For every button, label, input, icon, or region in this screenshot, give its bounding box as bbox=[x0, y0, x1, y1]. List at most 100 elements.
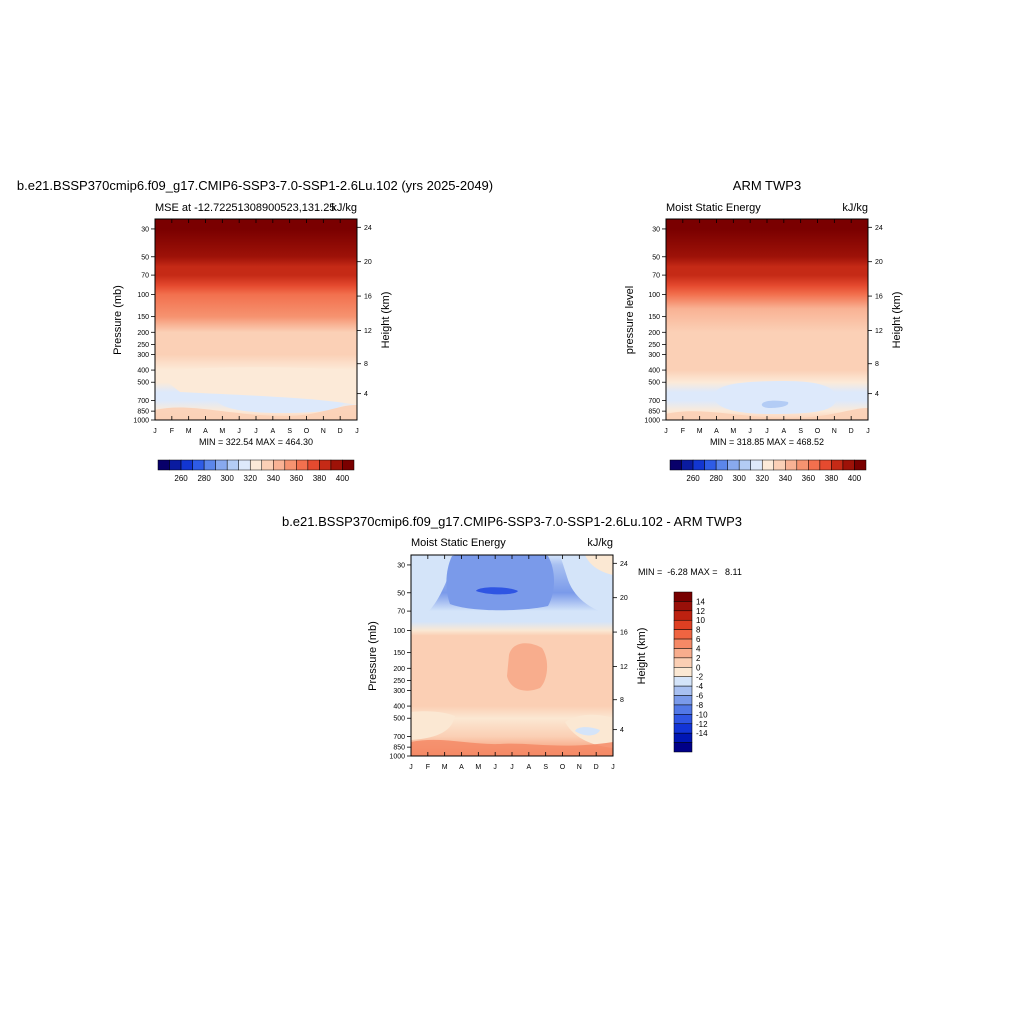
colorbar-swatch bbox=[673, 695, 693, 706]
colorbar-label: 380 bbox=[825, 474, 839, 483]
colorbar-swatch bbox=[796, 459, 809, 471]
pressure-tick-label: 700 bbox=[393, 734, 405, 741]
colorbar-swatch bbox=[673, 685, 693, 696]
pressure-tick-label: 70 bbox=[652, 273, 660, 280]
colorbar-label: 280 bbox=[197, 474, 211, 483]
colorbar-swatch bbox=[673, 732, 693, 743]
contour-blob-warm bbox=[507, 643, 548, 691]
month-tick-label: S bbox=[543, 764, 548, 771]
contour-core-min bbox=[761, 400, 789, 408]
y-axis-label: pressure level bbox=[624, 286, 636, 354]
colorbar-swatch bbox=[226, 459, 239, 471]
colorbar-label: 2 bbox=[696, 654, 701, 663]
month-tick-label: F bbox=[426, 764, 430, 771]
panel-title: ARM TWP3 bbox=[733, 178, 801, 193]
colorbar-swatch bbox=[319, 459, 332, 471]
month-tick-label: J bbox=[664, 428, 668, 435]
pressure-axis: 30 50 70 100 150 200 250 300 400 500 700 850 1000 bbox=[133, 226, 155, 425]
colorbar-swatch bbox=[673, 667, 693, 677]
contour-lower-band bbox=[411, 739, 613, 756]
contour-upper-light-left bbox=[411, 555, 455, 614]
y-axis-right-label: Height (km) bbox=[636, 628, 648, 685]
panel-subtitle-left: Moist Static Energy bbox=[666, 202, 761, 214]
colorbar-swatch bbox=[673, 619, 693, 630]
colorbar-swatch bbox=[785, 459, 798, 471]
min-max-label: MIN = -6.28 MAX = 8.11 bbox=[638, 567, 742, 577]
colorbar-swatch bbox=[727, 459, 740, 471]
pressure-tick-label: 30 bbox=[141, 226, 149, 233]
month-tick-label: J bbox=[237, 428, 241, 435]
pressure-tick-label: 300 bbox=[137, 352, 149, 359]
colorbar-label: 340 bbox=[779, 474, 793, 483]
pressure-tick-label: 100 bbox=[393, 628, 405, 635]
month-tick-label: J bbox=[611, 764, 615, 771]
month-tick-label: D bbox=[338, 428, 343, 435]
month-tick-label: A bbox=[714, 428, 719, 435]
contour-blob-negative bbox=[575, 727, 600, 736]
colorbar-label: 8 bbox=[696, 626, 701, 635]
colorbar-label: 14 bbox=[696, 597, 705, 606]
colorbar-label: 400 bbox=[336, 474, 350, 483]
month-tick-label: D bbox=[849, 428, 854, 435]
pressure-tick-label: 150 bbox=[393, 650, 405, 657]
plot-frame bbox=[154, 218, 358, 421]
pressure-tick-label: 700 bbox=[648, 398, 660, 405]
month-tick-label: M bbox=[442, 764, 448, 771]
colorbar-label: -14 bbox=[696, 729, 708, 738]
pressure-tick-label: 300 bbox=[648, 352, 660, 359]
height-tick-label: 12 bbox=[620, 664, 628, 671]
height-tick-label: 20 bbox=[875, 259, 883, 266]
y-axis-label: Pressure (mb) bbox=[367, 621, 379, 691]
pressure-tick-label: 400 bbox=[648, 368, 660, 375]
pressure-tick-label: 50 bbox=[397, 590, 405, 597]
colorbar-horizontal: 260 280 300 320 340 360 380 400 bbox=[669, 459, 867, 483]
pressure-tick-label: 500 bbox=[648, 380, 660, 387]
colorbar-label: 280 bbox=[709, 474, 723, 483]
y-axis-right-label: Height (km) bbox=[891, 292, 903, 349]
height-tick-label: 12 bbox=[364, 328, 372, 335]
contour-tongue-upper bbox=[155, 367, 357, 405]
month-tick-label: J bbox=[153, 428, 157, 435]
colorbar-label: 360 bbox=[290, 474, 304, 483]
colorbar-swatch bbox=[761, 459, 775, 471]
contour-upper-warm-right bbox=[585, 555, 613, 575]
panel-units: kJ/kg bbox=[587, 537, 613, 549]
pressure-tick-label: 70 bbox=[141, 273, 149, 280]
colorbar-label: 260 bbox=[174, 474, 188, 483]
colorbar-label: -4 bbox=[696, 682, 704, 691]
colorbar-swatch bbox=[673, 610, 693, 621]
colorbar-swatch bbox=[157, 459, 170, 471]
colorbar-swatch bbox=[673, 714, 693, 725]
month-tick-label: A bbox=[203, 428, 208, 435]
plot-frame bbox=[410, 554, 614, 757]
month-tick-label: J bbox=[510, 764, 514, 771]
height-tick-label: 16 bbox=[875, 294, 883, 301]
colorbar-swatch bbox=[273, 459, 286, 471]
colorbar-horizontal: 260 280 300 320 340 360 380 400 bbox=[157, 459, 355, 483]
contour-blob-min bbox=[713, 381, 837, 414]
pressure-tick-label: 200 bbox=[393, 666, 405, 673]
panel-model-mse: b.e21.BSSP370cmip6.f09_g17.CMIP6-SSP3-7.… bbox=[17, 178, 493, 483]
plot-frame bbox=[665, 218, 869, 421]
pressure-tick-label: 250 bbox=[137, 342, 149, 349]
colorbar-swatch bbox=[808, 459, 821, 471]
pressure-tick-label: 500 bbox=[137, 380, 149, 387]
pressure-tick-label: 100 bbox=[137, 292, 149, 299]
pressure-tick-label: 1000 bbox=[133, 418, 149, 425]
height-tick-label: 4 bbox=[364, 391, 368, 398]
pressure-tick-label: 1000 bbox=[644, 418, 660, 425]
pressure-tick-label: 70 bbox=[397, 609, 405, 616]
colorbar-swatch bbox=[673, 648, 693, 659]
month-tick-label: J bbox=[409, 764, 413, 771]
colorbar-swatch bbox=[296, 459, 309, 471]
month-tick-label: S bbox=[287, 428, 292, 435]
colorbar-swatch bbox=[673, 704, 693, 715]
height-tick-label: 4 bbox=[620, 727, 624, 734]
colorbar-swatch bbox=[284, 459, 297, 471]
colorbar-label: 400 bbox=[848, 474, 862, 483]
panel-subtitle-left: Moist Static Energy bbox=[411, 537, 506, 549]
colorbar-swatch bbox=[692, 459, 705, 471]
colorbar-swatch bbox=[819, 459, 832, 471]
